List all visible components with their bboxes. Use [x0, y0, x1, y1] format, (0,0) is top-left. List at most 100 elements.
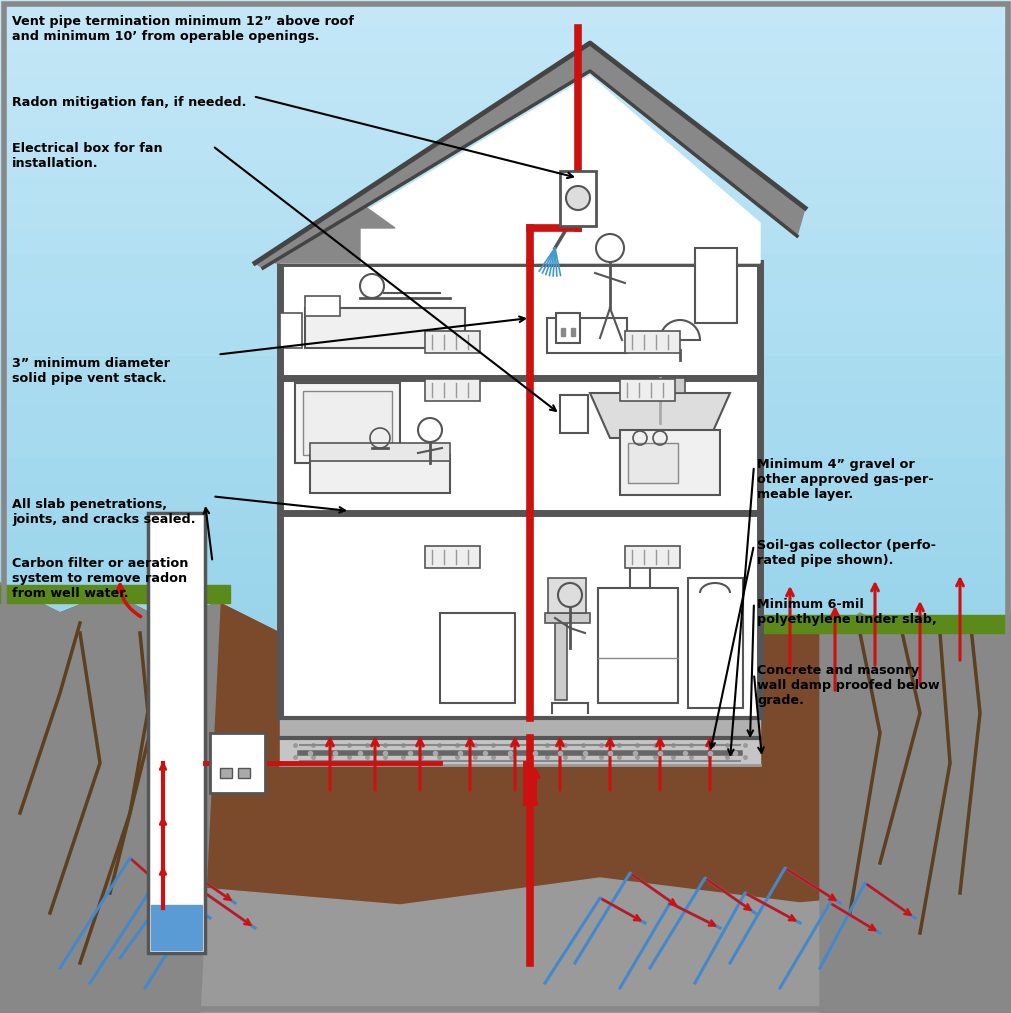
Bar [0, 405, 1011, 431]
Bar [0, 228, 1011, 253]
Bar [425, 331, 479, 353]
Bar [0, 329, 1011, 355]
Polygon shape [255, 43, 804, 268]
Bar [644, 378, 684, 393]
Polygon shape [0, 878, 1011, 1013]
Bar [440, 613, 515, 703]
Bar [425, 546, 479, 568]
Polygon shape [589, 393, 729, 438]
Bar [0, 912, 1011, 937]
Bar [0, 709, 1011, 734]
Bar [0, 127, 1011, 152]
Bar [0, 481, 1011, 506]
Bar [695, 248, 736, 323]
Bar [0, 177, 1011, 203]
Bar [425, 379, 479, 401]
Bar [0, 962, 1011, 988]
Bar [570, 328, 574, 336]
Bar [0, 253, 1011, 279]
Bar [0, 0, 1011, 25]
Bar [598, 588, 677, 703]
Bar [0, 304, 1011, 329]
Text: 3” minimum diameter
solid pipe vent stack.: 3” minimum diameter solid pipe vent stac… [12, 357, 170, 385]
Bar [0, 25, 1011, 51]
Bar [295, 383, 399, 463]
Bar [630, 548, 649, 588]
Text: Concrete and masonry
wall damp proofed below
grade.: Concrete and masonry wall damp proofed b… [756, 664, 938, 706]
Bar [219, 768, 232, 778]
Bar [559, 171, 595, 226]
Bar [238, 768, 250, 778]
Bar [0, 684, 1011, 709]
Text: Electrical box for fan
installation.: Electrical box for fan installation. [12, 142, 163, 170]
Bar [304, 308, 464, 348]
Bar [0, 585, 229, 603]
Bar [0, 937, 1011, 962]
Bar [0, 836, 1011, 861]
Bar [620, 379, 674, 401]
Bar [0, 76, 1011, 101]
Text: Minimum 4” gravel or
other approved gas-per-
meable layer.: Minimum 4” gravel or other approved gas-… [756, 458, 933, 500]
Bar [0, 734, 1011, 760]
Bar [548, 578, 585, 613]
Bar [0, 152, 1011, 177]
Text: Soil-gas collector (perfo-
rated pipe shown).: Soil-gas collector (perfo- rated pipe sh… [756, 539, 935, 567]
Bar [555, 313, 579, 343]
Bar [0, 506, 1011, 532]
Polygon shape [0, 583, 219, 1013]
Wedge shape [659, 320, 700, 340]
Bar [625, 331, 679, 353]
Bar [0, 431, 1011, 456]
Bar [0, 582, 1011, 608]
Bar [0, 380, 1011, 405]
Bar [0, 810, 1011, 836]
Bar [0, 658, 1011, 684]
Bar [545, 613, 589, 623]
Bar [0, 355, 1011, 380]
Bar [759, 615, 1011, 633]
Bar [0, 861, 1011, 886]
Bar [0, 532, 1011, 557]
Bar [0, 608, 1011, 633]
Bar [309, 443, 450, 461]
Bar [625, 546, 679, 568]
Bar [687, 578, 742, 708]
Bar [280, 738, 759, 765]
Polygon shape [0, 583, 1011, 1013]
Bar [280, 263, 759, 718]
Text: Minimum 6-mil
polyethylene under slab,: Minimum 6-mil polyethylene under slab, [756, 598, 936, 626]
Bar [0, 760, 1011, 785]
Bar [0, 279, 1011, 304]
Bar [0, 456, 1011, 481]
Text: Carbon filter or aeration
system to remove radon
from well water.: Carbon filter or aeration system to remo… [12, 557, 188, 600]
Polygon shape [275, 203, 394, 263]
Bar [280, 313, 301, 348]
Bar [0, 51, 1011, 76]
Bar [554, 620, 566, 700]
Bar [280, 718, 759, 738]
Circle shape [565, 186, 589, 210]
Bar [304, 296, 340, 316]
Bar [628, 443, 677, 483]
Bar [0, 203, 1011, 228]
Bar [309, 455, 450, 493]
Bar [148, 513, 205, 953]
Bar [547, 318, 627, 353]
Bar [0, 988, 1011, 1013]
Bar [151, 905, 202, 950]
Bar [0, 557, 1011, 582]
Bar [0, 785, 1011, 810]
Bar [559, 395, 587, 433]
Text: All slab penetrations,
joints, and cracks sealed.: All slab penetrations, joints, and crack… [12, 498, 195, 527]
Bar [0, 886, 1011, 912]
Bar [620, 430, 719, 495]
Bar [302, 391, 391, 455]
Text: Vent pipe termination minimum 12” above roof
and minimum 10’ from operable openi: Vent pipe termination minimum 12” above … [12, 15, 354, 44]
Bar [560, 328, 564, 336]
Bar [0, 633, 1011, 658]
Bar [210, 733, 265, 793]
Bar [0, 101, 1011, 127]
Polygon shape [280, 76, 759, 263]
Text: Radon mitigation fan, if needed.: Radon mitigation fan, if needed. [12, 96, 247, 109]
Polygon shape [819, 613, 1011, 1013]
